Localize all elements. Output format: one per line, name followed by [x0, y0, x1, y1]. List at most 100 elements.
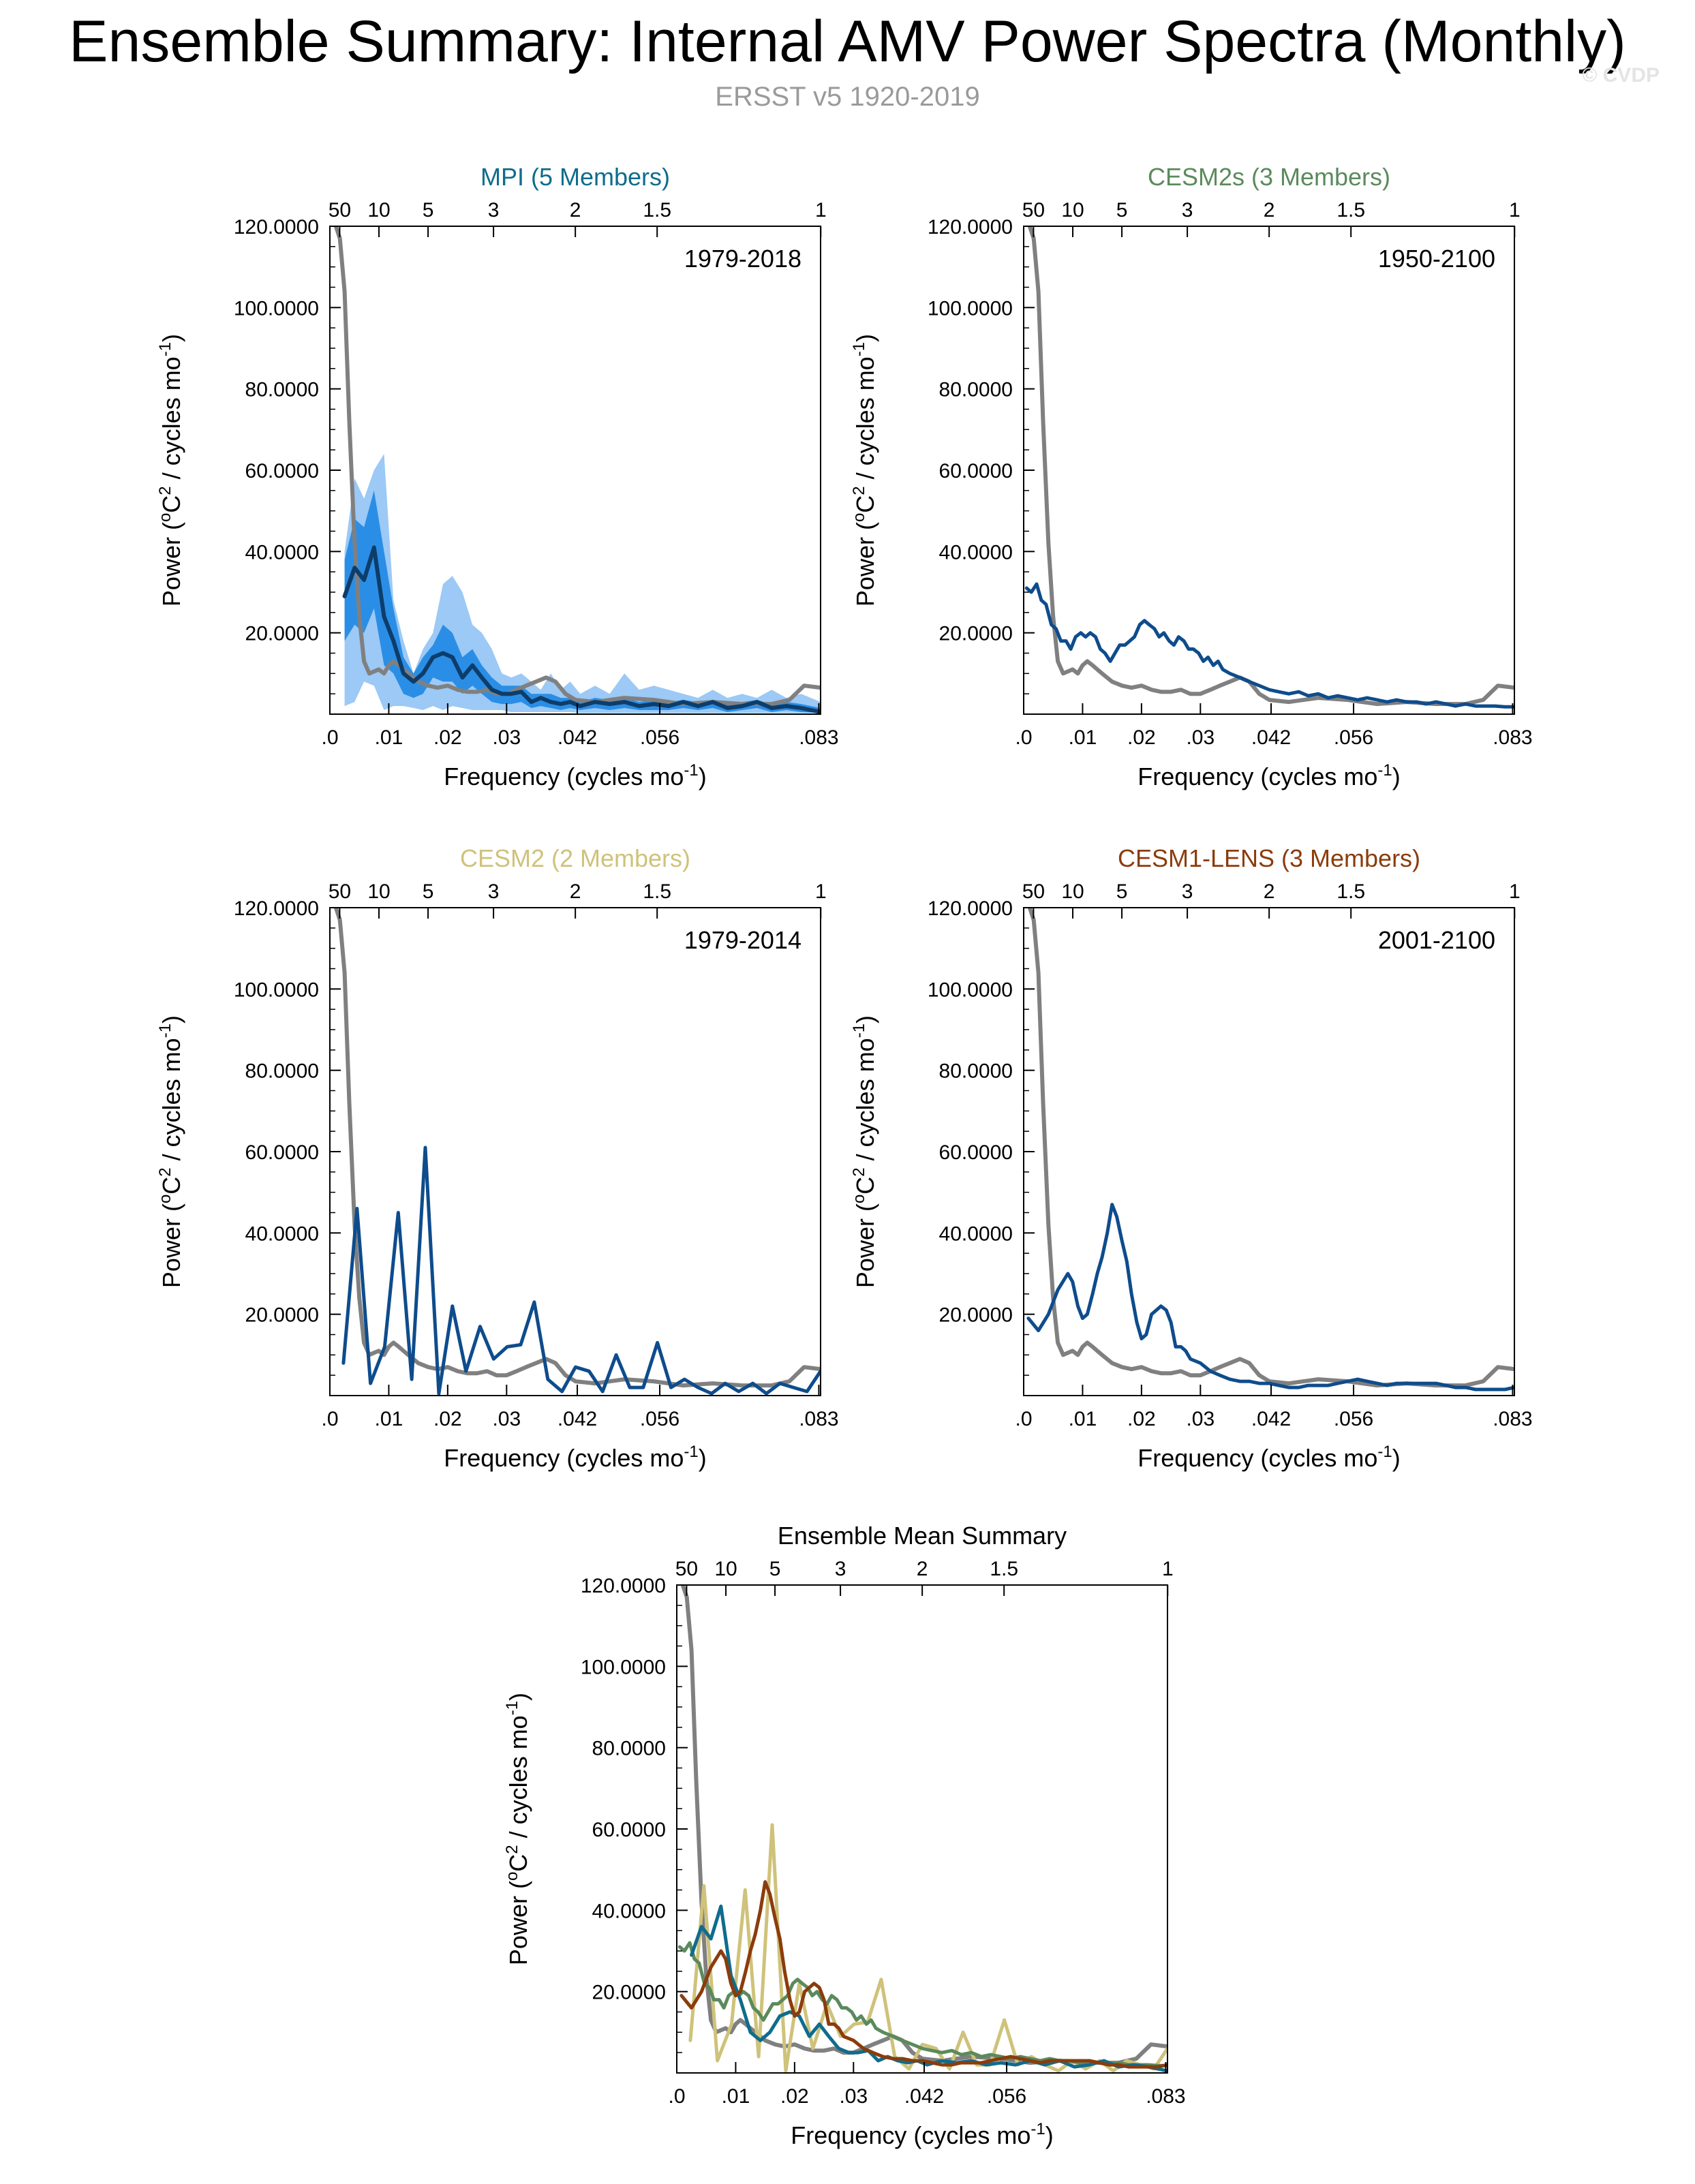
y-axis-label-part: C [157, 1177, 185, 1195]
x-axis-label-end: ) [699, 763, 707, 790]
x-tick-label: .0 [321, 1408, 338, 1430]
y-tick-label: 120.0000 [234, 897, 319, 920]
spread-band-inner [344, 490, 821, 713]
top-tick-label: 5 [423, 199, 434, 221]
top-tick-label: 1.5 [990, 1558, 1018, 1580]
y-tick-label: 20.0000 [245, 623, 319, 645]
top-tick-label: 10 [714, 1558, 737, 1580]
page-subtitle: ERSST v5 1920-2019 [715, 82, 980, 112]
y-axis-label-part: C [504, 1854, 532, 1872]
x-tick-label: .083 [799, 726, 838, 749]
x-tick-label: .083 [1493, 726, 1532, 749]
y-axis-label-part: o [156, 1195, 174, 1203]
top-tick-label: 1 [815, 880, 827, 903]
x-axis-label: Frequency (cycles mo-1) [444, 761, 706, 790]
x-tick-label: .083 [1146, 2085, 1185, 2108]
x-tick-label: .056 [640, 726, 679, 749]
y-tick-label: 80.0000 [245, 1060, 319, 1083]
x-axis-label-main: Frequency (cycles mo [444, 1444, 684, 1472]
y-axis-label-part: -1 [850, 342, 868, 356]
y-axis-label-part: o [850, 1195, 868, 1203]
y-axis-label-part: o [156, 513, 174, 522]
y-axis-label-part: -1 [503, 1701, 521, 1715]
x-tick-label: .042 [1251, 1408, 1291, 1430]
y-tick-label: 40.0000 [939, 541, 1013, 564]
top-tick-label: 5 [423, 880, 434, 903]
y-axis-label-part: C [157, 495, 185, 513]
y-tick-label: 60.0000 [592, 1819, 666, 1841]
x-axis-label: Frequency (cycles mo-1) [1137, 1443, 1400, 1472]
x-tick-label: .056 [1334, 726, 1373, 749]
y-axis-label-part: Power ( [851, 1203, 879, 1288]
series-line-cesm1 [679, 1880, 1167, 2069]
series-line-member [341, 1145, 821, 1396]
x-tick-label: .042 [904, 2085, 944, 2108]
x-axis-label-end: ) [1392, 763, 1401, 790]
x-tick-label: .056 [1334, 1408, 1373, 1430]
period-label: 1979-2014 [684, 926, 801, 954]
top-tick-label: 1 [1509, 880, 1521, 903]
top-tick-label: 2 [1264, 880, 1275, 903]
chart-cesm1: 20.0000 40.0000 60.0000 80.0000 100.0000 120.… [850, 844, 1533, 1472]
y-tick-label: 120.0000 [234, 216, 319, 239]
y-axis-label-part: / cycles mo [157, 356, 185, 486]
y-tick-label: 40.0000 [245, 1222, 319, 1245]
y-axis-label-part: C [851, 1177, 879, 1195]
spread-band-outer [344, 454, 821, 713]
y-axis-label-part: Power ( [504, 1881, 532, 1965]
y-tick-label: 120.0000 [928, 216, 1013, 239]
top-tick-label: 1.5 [1337, 880, 1365, 903]
y-axis-label: Power (oC2 / cycles mo-1) [156, 1015, 185, 1288]
top-tick-label: 10 [367, 880, 390, 903]
y-tick-label: 80.0000 [592, 1738, 666, 1760]
y-axis-label-part: ) [851, 334, 879, 342]
plot-frame [329, 907, 821, 1396]
panel-title: CESM2s (3 Members) [1148, 163, 1390, 191]
x-axis-label-sup: -1 [1377, 1443, 1392, 1461]
top-tick-label: 1.5 [1337, 199, 1365, 221]
x-tick-label: .02 [1127, 1408, 1156, 1430]
x-axis-label-end: ) [699, 1444, 707, 1472]
top-tick-label: 10 [1061, 199, 1084, 221]
y-axis-label-part: 2 [503, 1845, 521, 1854]
top-tick-label: 1 [1509, 199, 1521, 221]
page-title: Ensemble Summary: Internal AMV Power Spe… [69, 9, 1626, 74]
y-axis-label-part: -1 [850, 1024, 868, 1038]
panel-title: CESM2 (2 Members) [460, 844, 690, 872]
top-tick-label: 5 [1116, 880, 1128, 903]
top-tick-label: 10 [367, 199, 390, 221]
y-axis-label-part: Power ( [157, 522, 185, 606]
y-tick-label: 40.0000 [592, 1900, 666, 1922]
series-line-mean [342, 545, 821, 714]
y-axis-label-part: o [850, 513, 868, 522]
x-axis-label-main: Frequency (cycles mo [1137, 1444, 1377, 1472]
y-axis-label-part: -1 [156, 342, 174, 356]
top-tick-label: 3 [488, 880, 500, 903]
plot-area-cesm2s [1024, 226, 1514, 709]
watermark: © CVDP [1582, 64, 1660, 87]
chart-summary: 20.0000 40.0000 60.0000 80.0000 100.0000 120.… [503, 1522, 1186, 2149]
top-tick-label: 5 [1116, 199, 1128, 221]
top-tick-label: 3 [1182, 199, 1193, 221]
plot-frame [1023, 907, 1515, 1396]
y-axis-label: Power (oC2 / cycles mo-1) [850, 334, 879, 606]
series-line-member [1026, 1203, 1514, 1391]
x-tick-label: .01 [375, 1408, 403, 1430]
panel-title: MPI (5 Members) [480, 163, 670, 191]
series-line-cesm2 [688, 1823, 1167, 2073]
top-tick-label: 50 [329, 880, 351, 903]
y-axis-label-part: C [851, 495, 879, 513]
top-tick-label: 5 [769, 1558, 781, 1580]
y-tick-label: 100.0000 [928, 979, 1013, 1001]
top-tick-label: 2 [917, 1558, 928, 1580]
x-axis-label: Frequency (cycles mo-1) [1137, 761, 1400, 790]
y-axis-label-part: 2 [850, 486, 868, 495]
y-tick-label: 80.0000 [939, 1060, 1013, 1083]
plot-area-summary [677, 1585, 1167, 2073]
x-axis-label-end: ) [1045, 2121, 1054, 2149]
x-axis-label-end: ) [1392, 1444, 1401, 1472]
top-tick-label: 50 [1022, 880, 1045, 903]
x-axis-label: Frequency (cycles mo-1) [791, 2120, 1053, 2149]
y-axis-label-part: ) [851, 1015, 879, 1024]
top-tick-label: 1.5 [643, 880, 671, 903]
